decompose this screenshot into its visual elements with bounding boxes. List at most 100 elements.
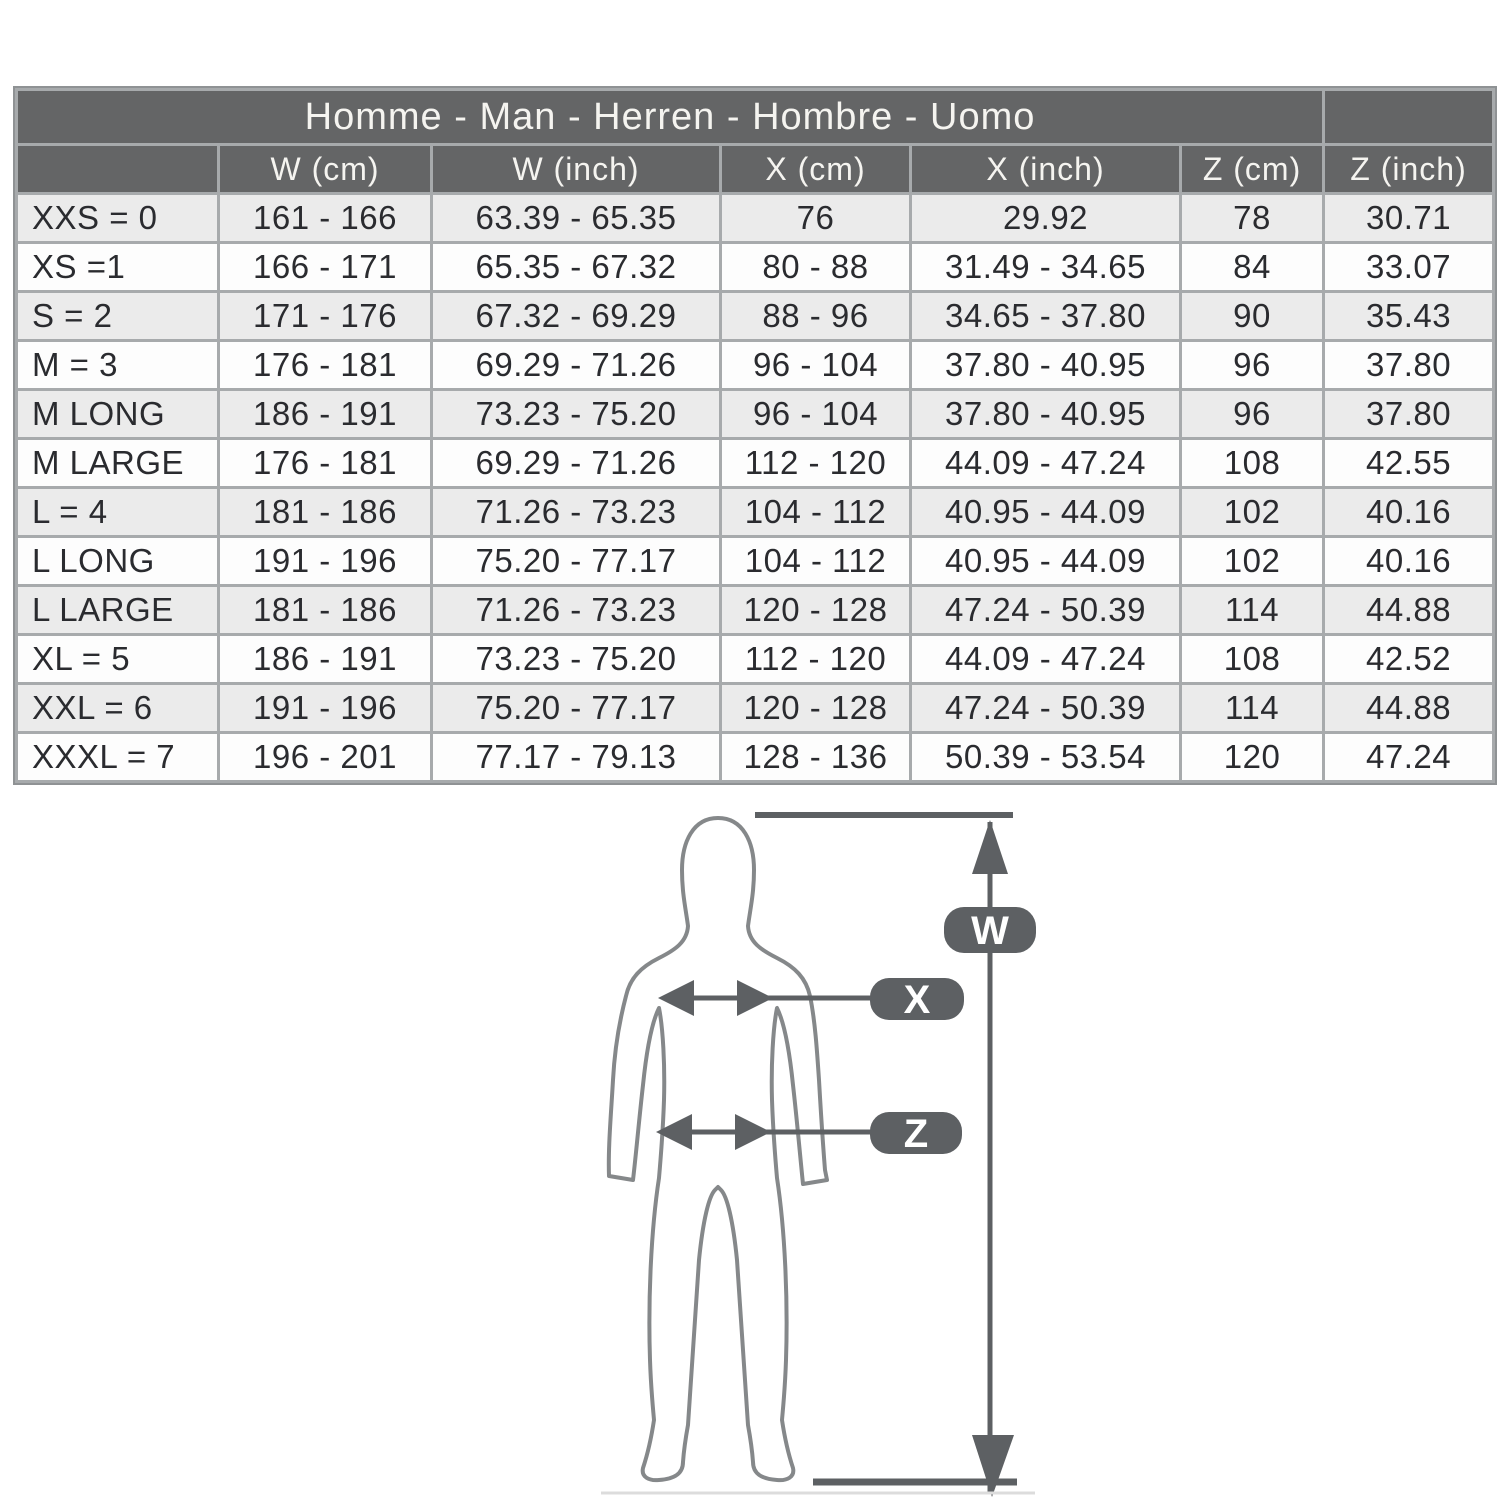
cell-z-cm: 78	[1182, 195, 1323, 241]
cell-z-inch: 40.16	[1325, 489, 1493, 535]
cell-w-inch: 69.29 - 71.26	[433, 440, 719, 486]
table-title: Homme - Man - Herren - Hombre - Uomo	[18, 91, 1323, 143]
cell-x-inch: 47.24 - 50.39	[912, 685, 1179, 731]
table-row: XS =1 166 - 171 65.35 - 67.32 80 - 88 31…	[18, 244, 1493, 290]
cell-w-cm: 176 - 181	[220, 342, 430, 388]
cell-w-cm: 181 - 186	[220, 489, 430, 535]
size-label: XXXL = 7	[18, 734, 217, 780]
cell-z-inch: 33.07	[1325, 244, 1493, 290]
cell-w-inch: 71.26 - 73.23	[433, 587, 719, 633]
cell-z-inch: 37.80	[1325, 391, 1493, 437]
size-label: XS =1	[18, 244, 217, 290]
cell-x-cm: 120 - 128	[722, 587, 909, 633]
cell-x-cm: 76	[722, 195, 909, 241]
column-header-w-cm: W (cm)	[220, 146, 430, 192]
size-chart-table: Homme - Man - Herren - Hombre - Uomo W (…	[15, 88, 1496, 783]
cell-x-cm: 80 - 88	[722, 244, 909, 290]
cell-z-cm: 96	[1182, 391, 1323, 437]
cell-z-cm: 114	[1182, 685, 1323, 731]
size-label: XXS = 0	[18, 195, 217, 241]
cell-z-inch: 37.80	[1325, 342, 1493, 388]
cell-w-inch: 71.26 - 73.23	[433, 489, 719, 535]
size-label: M LARGE	[18, 440, 217, 486]
size-label: L = 4	[18, 489, 217, 535]
cell-z-inch: 44.88	[1325, 685, 1493, 731]
cell-w-inch: 67.32 - 69.29	[433, 293, 719, 339]
z-badge	[870, 1112, 962, 1154]
cell-z-inch: 47.24	[1325, 734, 1493, 780]
cell-w-cm: 176 - 181	[220, 440, 430, 486]
arrow-right-icon	[737, 980, 773, 1016]
cell-w-inch: 65.35 - 67.32	[433, 244, 719, 290]
cell-x-inch: 47.24 - 50.39	[912, 587, 1179, 633]
body-silhouette	[606, 816, 829, 1483]
cell-w-inch: 73.23 - 75.20	[433, 636, 719, 682]
table-row: XL = 5 186 - 191 73.23 - 75.20 112 - 120…	[18, 636, 1493, 682]
cell-z-inch: 44.88	[1325, 587, 1493, 633]
cell-x-inch: 37.80 - 40.95	[912, 391, 1179, 437]
cell-x-cm: 112 - 120	[722, 440, 909, 486]
column-header-z-inch: Z (inch)	[1325, 146, 1493, 192]
size-label: XXL = 6	[18, 685, 217, 731]
cell-z-cm: 108	[1182, 636, 1323, 682]
cell-x-inch: 34.65 - 37.80	[912, 293, 1179, 339]
cell-z-inch: 40.16	[1325, 538, 1493, 584]
size-label: L LONG	[18, 538, 217, 584]
table-row: XXL = 6 191 - 196 75.20 - 77.17 120 - 12…	[18, 685, 1493, 731]
table-row: XXS = 0 161 - 166 63.39 - 65.35 76 29.92…	[18, 195, 1493, 241]
arrow-left-icon	[656, 1114, 692, 1150]
cell-w-inch: 75.20 - 77.17	[433, 538, 719, 584]
column-header-z-cm: Z (cm)	[1182, 146, 1323, 192]
cell-w-cm: 191 - 196	[220, 685, 430, 731]
cell-z-cm: 114	[1182, 587, 1323, 633]
column-header-x-cm: X (cm)	[722, 146, 909, 192]
cell-z-cm: 96	[1182, 342, 1323, 388]
arrow-left-icon	[658, 980, 694, 1016]
cell-w-cm: 161 - 166	[220, 195, 430, 241]
column-header-x-inch: X (inch)	[912, 146, 1179, 192]
table-row: L LARGE 181 - 186 71.26 - 73.23 120 - 12…	[18, 587, 1493, 633]
cell-x-cm: 112 - 120	[722, 636, 909, 682]
cell-w-cm: 186 - 191	[220, 391, 430, 437]
cell-w-inch: 73.23 - 75.20	[433, 391, 719, 437]
w-badge-label: W	[971, 909, 1009, 953]
cell-w-cm: 186 - 191	[220, 636, 430, 682]
arrow-down-icon	[972, 1435, 1014, 1497]
table-row: S = 2 171 - 176 67.32 - 69.29 88 - 96 34…	[18, 293, 1493, 339]
cell-w-cm: 196 - 201	[220, 734, 430, 780]
table-row: M = 3 176 - 181 69.29 - 71.26 96 - 104 3…	[18, 342, 1493, 388]
arrow-up-icon	[972, 820, 1008, 874]
measurement-diagram: W X Z	[555, 780, 1075, 1500]
cell-w-inch: 69.29 - 71.26	[433, 342, 719, 388]
cell-x-inch: 44.09 - 47.24	[912, 440, 1179, 486]
cell-w-cm: 191 - 196	[220, 538, 430, 584]
x-badge	[870, 978, 964, 1020]
cell-w-cm: 166 - 171	[220, 244, 430, 290]
table-row: L LONG 191 - 196 75.20 - 77.17 104 - 112…	[18, 538, 1493, 584]
cell-x-cm: 104 - 112	[722, 538, 909, 584]
cell-z-cm: 108	[1182, 440, 1323, 486]
table-row: XXXL = 7 196 - 201 77.17 - 79.13 128 - 1…	[18, 734, 1493, 780]
cell-x-cm: 88 - 96	[722, 293, 909, 339]
cell-x-cm: 120 - 128	[722, 685, 909, 731]
cell-x-cm: 104 - 112	[722, 489, 909, 535]
title-row: Homme - Man - Herren - Hombre - Uomo	[18, 91, 1493, 143]
size-label: XL = 5	[18, 636, 217, 682]
cell-x-inch: 29.92	[912, 195, 1179, 241]
cell-z-cm: 102	[1182, 489, 1323, 535]
cell-w-inch: 63.39 - 65.35	[433, 195, 719, 241]
cell-x-inch: 31.49 - 34.65	[912, 244, 1179, 290]
cell-z-cm: 84	[1182, 244, 1323, 290]
cell-x-inch: 50.39 - 53.54	[912, 734, 1179, 780]
cell-z-inch: 42.55	[1325, 440, 1493, 486]
cell-x-cm: 128 - 136	[722, 734, 909, 780]
cell-w-inch: 77.17 - 79.13	[433, 734, 719, 780]
column-header-row: W (cm) W (inch) X (cm) X (inch) Z (cm) Z…	[18, 146, 1493, 192]
table-row: M LONG 186 - 191 73.23 - 75.20 96 - 104 …	[18, 391, 1493, 437]
title-corner-cell	[1325, 91, 1493, 143]
table-row: L = 4 181 - 186 71.26 - 73.23 104 - 112 …	[18, 489, 1493, 535]
cell-z-inch: 35.43	[1325, 293, 1493, 339]
size-label: L LARGE	[18, 587, 217, 633]
size-label: S = 2	[18, 293, 217, 339]
cell-x-inch: 44.09 - 47.24	[912, 636, 1179, 682]
